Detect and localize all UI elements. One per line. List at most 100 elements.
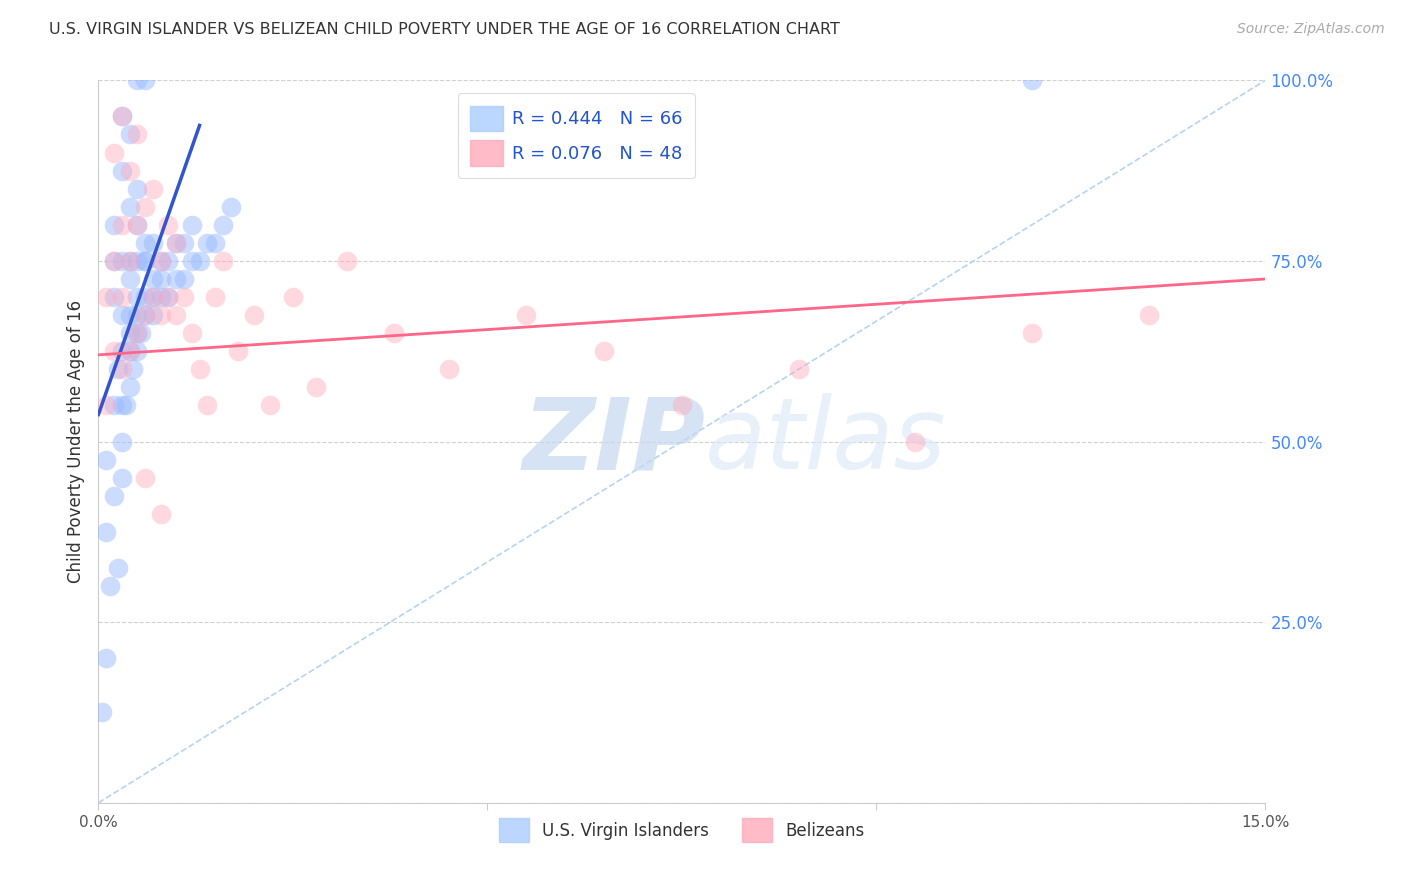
- Point: [142, 308, 165, 322]
- Point: [188, 362, 211, 376]
- Point: [111, 398, 134, 412]
- Point: [195, 398, 218, 412]
- Point: [204, 290, 226, 304]
- Point: [111, 434, 134, 449]
- Point: [212, 218, 235, 232]
- Legend: U.S. Virgin Islanders, Belizeans: U.S. Virgin Islanders, Belizeans: [492, 812, 872, 848]
- Point: [127, 344, 149, 359]
- Point: [157, 254, 180, 268]
- Point: [127, 182, 149, 196]
- Point: [118, 380, 141, 394]
- Point: [437, 362, 460, 376]
- Point: [118, 200, 141, 214]
- Point: [118, 163, 141, 178]
- Text: U.S. VIRGIN ISLANDER VS BELIZEAN CHILD POVERTY UNDER THE AGE OF 16 CORRELATION C: U.S. VIRGIN ISLANDER VS BELIZEAN CHILD P…: [49, 22, 841, 37]
- Y-axis label: Child Poverty Under the Age of 16: Child Poverty Under the Age of 16: [66, 300, 84, 583]
- Point: [103, 254, 125, 268]
- Point: [165, 308, 187, 322]
- Point: [127, 254, 149, 268]
- Point: [129, 326, 152, 340]
- Point: [118, 128, 141, 142]
- Point: [103, 290, 125, 304]
- Point: [180, 326, 202, 340]
- Point: [173, 272, 195, 286]
- Point: [91, 706, 114, 720]
- Point: [127, 290, 149, 304]
- Point: [111, 362, 134, 376]
- Point: [157, 290, 180, 304]
- Text: Source: ZipAtlas.com: Source: ZipAtlas.com: [1237, 22, 1385, 37]
- Point: [212, 254, 235, 268]
- Point: [111, 344, 134, 359]
- Point: [111, 471, 134, 485]
- Point: [118, 344, 141, 359]
- Point: [149, 254, 172, 268]
- Point: [114, 398, 136, 412]
- Point: [118, 254, 141, 268]
- Point: [111, 290, 134, 304]
- Point: [96, 290, 118, 304]
- Point: [96, 651, 118, 665]
- Point: [142, 272, 165, 286]
- Point: [103, 145, 125, 160]
- Point: [118, 308, 141, 322]
- Point: [118, 272, 141, 286]
- Point: [134, 308, 156, 322]
- Text: ZIP: ZIP: [522, 393, 706, 490]
- Point: [142, 290, 165, 304]
- Point: [219, 200, 242, 214]
- Point: [173, 235, 195, 250]
- Point: [127, 128, 149, 142]
- Point: [134, 308, 156, 322]
- Point: [195, 235, 218, 250]
- Point: [103, 489, 125, 503]
- Point: [382, 326, 405, 340]
- Point: [118, 254, 141, 268]
- Point: [103, 254, 125, 268]
- Point: [671, 398, 693, 412]
- Point: [165, 235, 187, 250]
- Point: [127, 73, 149, 87]
- Point: [157, 218, 180, 232]
- Point: [111, 109, 134, 123]
- Point: [173, 290, 195, 304]
- Point: [96, 452, 118, 467]
- Point: [103, 218, 125, 232]
- Point: [904, 434, 927, 449]
- Point: [107, 561, 129, 575]
- Point: [787, 362, 810, 376]
- Point: [127, 326, 149, 340]
- Point: [188, 254, 211, 268]
- Point: [1021, 73, 1043, 87]
- Point: [134, 290, 156, 304]
- Point: [118, 344, 141, 359]
- Point: [134, 200, 156, 214]
- Point: [180, 254, 202, 268]
- Point: [96, 524, 118, 539]
- Point: [127, 308, 149, 322]
- Point: [111, 109, 134, 123]
- Point: [281, 290, 304, 304]
- Point: [1137, 308, 1160, 322]
- Point: [180, 218, 202, 232]
- Point: [122, 362, 145, 376]
- Point: [204, 235, 226, 250]
- Point: [149, 290, 172, 304]
- Point: [134, 254, 156, 268]
- Point: [96, 398, 118, 412]
- Point: [127, 218, 149, 232]
- Point: [305, 380, 328, 394]
- Point: [157, 290, 180, 304]
- Point: [165, 235, 187, 250]
- Point: [142, 235, 165, 250]
- Point: [336, 254, 359, 268]
- Point: [165, 272, 187, 286]
- Point: [103, 344, 125, 359]
- Point: [142, 182, 165, 196]
- Point: [134, 73, 156, 87]
- Point: [118, 326, 141, 340]
- Point: [228, 344, 250, 359]
- Point: [149, 308, 172, 322]
- Point: [111, 218, 134, 232]
- Point: [149, 254, 172, 268]
